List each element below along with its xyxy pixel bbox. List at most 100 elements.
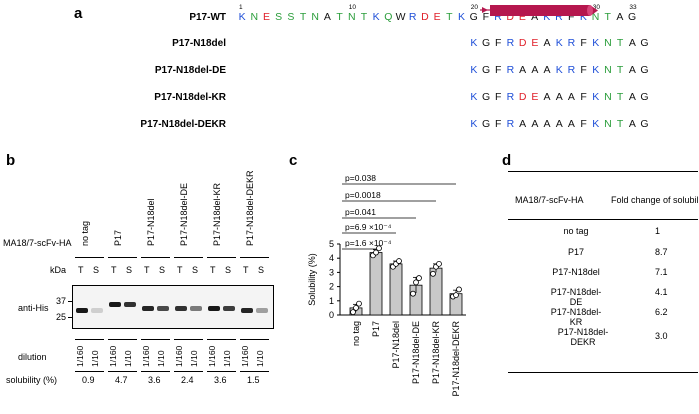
lane-bracket	[207, 257, 236, 258]
p-value-label: p=0.038	[345, 173, 376, 183]
dilution-value: 1/10	[255, 350, 265, 367]
data-point	[376, 245, 382, 252]
x-tick-label: P17-N18del-DEKR	[451, 321, 461, 397]
lane-total-label: T	[111, 265, 117, 275]
residue: A	[543, 91, 551, 103]
x-tick-label: P17	[371, 321, 381, 337]
dilution-value: 1/160	[141, 345, 151, 367]
data-point	[456, 286, 462, 293]
residue: K	[555, 64, 563, 76]
residue-position-number: 33	[629, 4, 637, 11]
y-tick-label: 5	[329, 239, 334, 249]
data-point	[356, 300, 362, 307]
residue: A	[555, 91, 563, 103]
residue: R	[506, 37, 515, 49]
dilution-bracket	[75, 339, 104, 340]
residue: G	[481, 64, 491, 76]
residue: F	[580, 118, 587, 130]
y-tick-label: 1	[329, 296, 334, 306]
dilution-value: 1/10	[222, 350, 232, 367]
bar	[389, 263, 403, 316]
table-fold-cell: 4.1	[655, 287, 668, 297]
residue: T	[616, 37, 624, 49]
lane-soluble-label: S	[258, 265, 265, 275]
lane-soluble-label: S	[93, 265, 100, 275]
blot-band	[208, 306, 220, 311]
residue: T	[616, 91, 624, 103]
blot-band	[109, 302, 121, 307]
residue: A	[531, 64, 539, 76]
dilution-value: 1/160	[108, 345, 118, 367]
residue: N	[311, 11, 320, 23]
dilution-value: 1/10	[156, 350, 166, 367]
table-top-rule	[508, 171, 698, 172]
y-tick-label: 4	[329, 253, 334, 263]
residue: R	[506, 118, 515, 130]
dilution-value: 1/160	[240, 345, 250, 367]
residue: G	[481, 91, 491, 103]
lane-soluble-label: S	[126, 265, 133, 275]
solubility-value: 3.6	[214, 375, 227, 385]
residue: F	[495, 64, 502, 76]
residue-position-number: 30	[592, 4, 601, 11]
residue: E	[531, 37, 539, 49]
lane-total-label: T	[243, 265, 249, 275]
blot-band	[241, 308, 253, 313]
residue: F	[580, 91, 587, 103]
residue: K	[238, 11, 246, 23]
x-tick-label: P17-N18del-DE	[411, 321, 421, 384]
solubility-bracket	[141, 371, 170, 372]
lane-soluble-label: S	[192, 265, 199, 275]
table-fold-cell: 3.0	[655, 331, 668, 341]
residue: K	[543, 11, 551, 23]
table-header-rule	[508, 219, 698, 220]
residue: Q	[384, 11, 393, 23]
residue: W	[395, 11, 406, 23]
residue: K	[592, 64, 600, 76]
lane-bracket	[75, 257, 104, 258]
data-point	[396, 258, 402, 264]
residue: F	[482, 11, 490, 23]
residue: D	[518, 91, 527, 103]
residue: N	[604, 91, 612, 103]
lane-label: no tag	[80, 220, 90, 246]
sequence-name: P17-N18del-DE	[154, 65, 226, 76]
solubility-value: 1.5	[247, 375, 260, 385]
residue: T	[616, 64, 624, 76]
y-tick-label: 0	[329, 310, 334, 320]
residue: G	[628, 11, 637, 23]
dilution-bracket	[207, 339, 236, 340]
lane-soluble-label: S	[159, 265, 166, 275]
table-fold-cell: 7.1	[655, 267, 668, 277]
lane-label: P17-N18del-KR	[212, 182, 222, 246]
table-header-fold: Fold change of solubility	[611, 195, 699, 205]
lane-bracket	[174, 257, 203, 258]
blot-band	[175, 306, 187, 311]
residue: F	[495, 37, 502, 49]
residue: K	[457, 11, 465, 23]
p-value-label: p=0.041	[345, 207, 376, 217]
data-point	[373, 249, 379, 256]
table-construct-cell: P17-N18del-DE	[550, 287, 602, 307]
residue: K	[470, 91, 478, 103]
residue: F	[495, 91, 502, 103]
residue: T	[360, 11, 368, 23]
solubility-value: 2.4	[181, 375, 194, 385]
residue: R	[494, 11, 502, 23]
residue: R	[506, 64, 515, 76]
residue: D	[518, 37, 527, 49]
dilution-value: 1/160	[207, 345, 217, 367]
dilution-bracket	[174, 339, 203, 340]
residue: E	[518, 11, 526, 23]
residue: K	[579, 11, 587, 23]
marker-tick-37	[68, 301, 72, 302]
lane-bracket	[108, 257, 137, 258]
residue: R	[408, 11, 417, 23]
residue-position-number: 1	[239, 4, 243, 11]
marker-37: 37	[56, 296, 67, 306]
x-tick-label: P17-N18del	[391, 321, 401, 369]
panel-label-d: d	[502, 152, 512, 169]
table-construct-cell: no tag	[563, 226, 589, 236]
